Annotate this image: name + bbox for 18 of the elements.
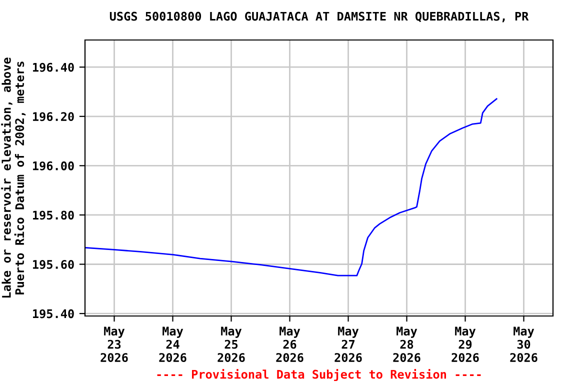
line-series (85, 98, 498, 276)
x-tick-label: May 29 2026 (452, 326, 479, 362)
x-tick-label: May 26 2026 (276, 326, 304, 362)
x-tick-label: May 24 2026 (159, 326, 186, 362)
x-tick-label: May 28 2026 (393, 326, 420, 362)
y-tick-label: 195.60 (33, 260, 74, 269)
y-tick-label: 195.40 (33, 309, 74, 318)
x-tick-label: May 25 2026 (218, 326, 245, 362)
chart-title: USGS 50010800 LAGO GUAJATACA AT DAMSITE NR QUEBRADILLAS, PR (110, 12, 529, 22)
x-tick-label: May 23 2026 (100, 326, 128, 362)
x-tick-label: May 27 2026 (334, 326, 362, 362)
y-tick-label: 195.80 (33, 210, 74, 220)
text: ---- Provisional Data Subject to Revision ---- (157, 368, 481, 382)
y-tick-label: 196.20 (33, 112, 74, 122)
y-axis-title: Lake or reservoir elevation, above Puerto Rico Datum of 2002, meters (1, 58, 26, 298)
x-tick-label: May 30 2026 (510, 326, 538, 362)
y-tick-label: 196.40 (33, 62, 74, 72)
y-tick-label: 196.00 (33, 161, 74, 170)
